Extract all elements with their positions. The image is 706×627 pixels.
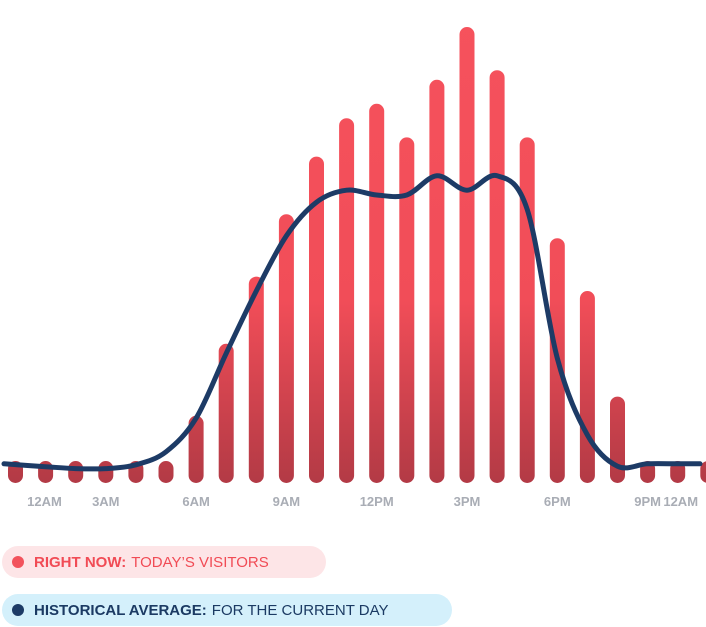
hourly-visitors-chart: 12AM 3AM 6AM 9AM 12PM 3PM 6PM 9PM 12AM (1, 27, 706, 509)
bar-hour-3 (98, 461, 114, 483)
x-tick-label: 9AM (273, 494, 300, 509)
legend-hist-rest: FOR THE CURRENT DAY (211, 601, 389, 619)
bar-hour-19 (579, 291, 595, 483)
navy-dot-icon (12, 604, 24, 616)
x-tick-label: 3AM (92, 494, 119, 509)
legend-todays-visitors: RIGHT NOW: TODAY’S VISITORS (2, 546, 326, 578)
bar-hour-10 (309, 156, 324, 483)
x-tick-label: 12AM (27, 494, 62, 509)
legend-historical-average: HISTORICAL AVERAGE: FOR THE CURRENT DAY (2, 594, 452, 626)
bar-hour-22 (670, 461, 686, 483)
bar-hour-16 (489, 70, 505, 483)
bar-hour-9 (278, 214, 294, 483)
bar-hour-6 (188, 415, 204, 483)
legend-hist-strong: HISTORICAL AVERAGE: (34, 601, 207, 619)
bar-hour-15 (459, 27, 475, 483)
red-dot-icon (12, 556, 24, 568)
bar-hour-8 (248, 276, 264, 483)
visitor-bars (8, 27, 706, 484)
legend-today-rest: TODAY’S VISITORS (131, 553, 269, 571)
x-tick-label: 3PM (454, 494, 481, 509)
bar-hour-7 (218, 343, 234, 483)
bar-hour-11 (339, 118, 355, 483)
bar-hour-5 (158, 461, 174, 483)
x-tick-label: 12AM (663, 494, 698, 509)
bar-hour-17 (519, 137, 535, 483)
bar-hour-13 (399, 137, 415, 483)
x-tick-label: 12PM (360, 494, 394, 509)
bar-hour-12 (369, 103, 385, 484)
x-tick-label: 9PM (634, 494, 661, 509)
legend-today-strong: RIGHT NOW: (34, 553, 127, 571)
bar-hour-14 (429, 79, 445, 484)
bar-hour-23 (700, 461, 706, 483)
x-tick-label: 6AM (182, 494, 209, 509)
x-axis-ticks: 12AM 3AM 6AM 9AM 12PM 3PM 6PM 9PM 12AM (27, 494, 698, 509)
bar-hour-2 (68, 461, 84, 483)
historical-average-line (1, 173, 703, 472)
x-tick-label: 6PM (544, 494, 571, 509)
